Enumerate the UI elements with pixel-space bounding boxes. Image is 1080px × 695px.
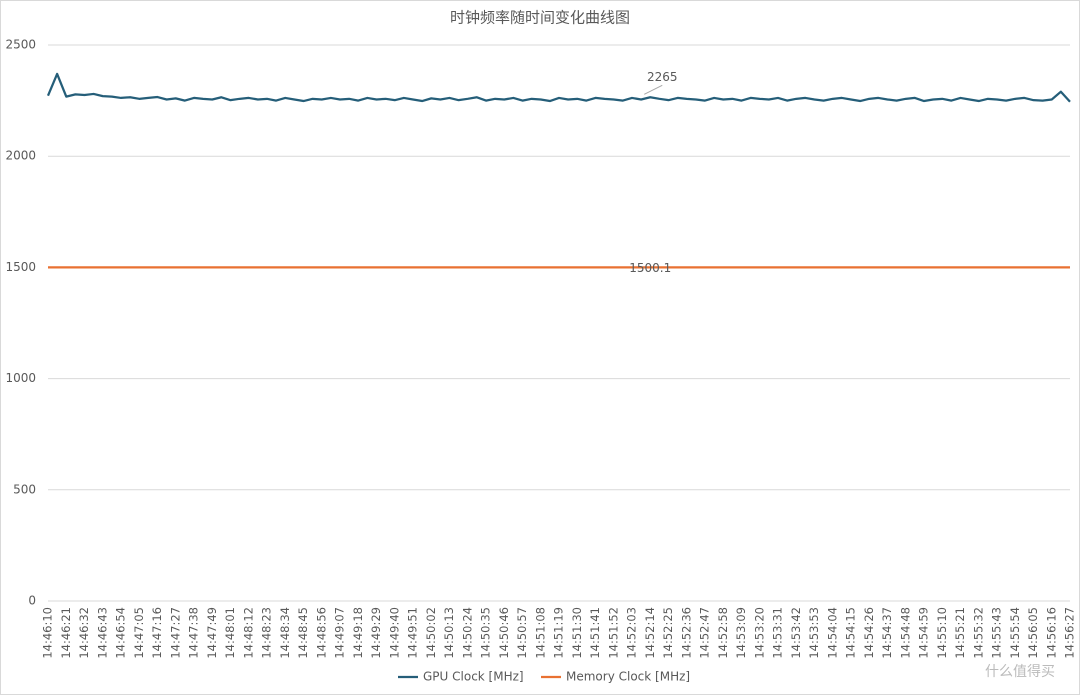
x-tick-label: 14:55:10	[935, 607, 949, 659]
x-tick-label: 14:48:01	[223, 607, 237, 659]
x-tick-label: 14:56:27	[1063, 607, 1077, 659]
data-label: 1500.1	[629, 261, 671, 275]
y-tick-label: 500	[13, 482, 36, 496]
x-tick-label: 14:54:04	[825, 607, 839, 659]
x-tick-label: 14:48:12	[241, 607, 255, 659]
x-tick-label: 14:54:26	[862, 607, 876, 659]
x-tick-label: 14:53:31	[771, 607, 785, 659]
label-leader	[644, 84, 663, 95]
x-tick-label: 14:53:20	[752, 607, 766, 659]
legend-label: Memory Clock [MHz]	[566, 670, 690, 684]
x-tick-label: 14:52:36	[679, 607, 693, 659]
x-tick-label: 14:48:56	[314, 607, 328, 659]
x-tick-label: 14:47:27	[168, 607, 182, 659]
x-tick-label: 14:47:49	[205, 607, 219, 659]
x-tick-label: 14:50:24	[460, 607, 474, 659]
x-tick-label: 14:46:21	[59, 607, 73, 659]
x-tick-label: 14:54:15	[844, 607, 858, 659]
x-tick-label: 14:46:43	[95, 607, 109, 659]
chart-title: 时钟频率随时间变化曲线图	[450, 9, 630, 27]
x-tick-label: 14:51:08	[533, 607, 547, 659]
x-tick-label: 14:55:21	[953, 607, 967, 659]
x-tick-label: 14:53:53	[807, 607, 821, 659]
series-line	[46, 72, 1071, 103]
x-tick-label: 14:46:10	[41, 607, 55, 659]
x-tick-label: 14:50:46	[497, 607, 511, 659]
legend-label: GPU Clock [MHz]	[423, 670, 524, 684]
x-tick-label: 14:56:16	[1044, 607, 1058, 659]
watermark: 什么值得买	[985, 663, 1055, 680]
x-tick-label: 14:47:38	[187, 607, 201, 659]
x-tick-label: 14:55:43	[990, 607, 1004, 659]
x-tick-label: 14:56:05	[1026, 607, 1040, 659]
x-tick-label: 14:48:23	[260, 607, 274, 659]
x-tick-label: 14:49:18	[351, 607, 365, 659]
x-tick-label: 14:49:51	[406, 607, 420, 659]
x-tick-label: 14:55:32	[971, 607, 985, 659]
y-tick-label: 1000	[5, 371, 36, 385]
x-tick-label: 14:52:58	[716, 607, 730, 659]
x-tick-label: 14:51:52	[606, 607, 620, 659]
y-tick-label: 0	[28, 594, 36, 608]
x-tick-label: 14:51:30	[570, 607, 584, 659]
x-tick-label: 14:48:45	[296, 607, 310, 659]
x-tick-label: 14:49:07	[333, 607, 347, 659]
x-tick-label: 14:50:13	[442, 607, 456, 659]
x-tick-label: 14:49:40	[387, 607, 401, 659]
x-tick-label: 14:48:34	[278, 607, 292, 659]
x-tick-label: 14:55:54	[1008, 607, 1022, 659]
x-tick-label: 14:51:41	[588, 607, 602, 659]
x-tick-label: 14:52:25	[661, 607, 675, 659]
x-tick-label: 14:53:09	[734, 607, 748, 659]
x-tick-label: 14:46:32	[77, 607, 91, 659]
x-tick-label: 14:50:02	[424, 607, 438, 659]
x-tick-label: 14:47:16	[150, 607, 164, 659]
y-tick-label: 2500	[5, 38, 36, 52]
x-tick-label: 14:49:29	[369, 607, 383, 659]
y-tick-label: 2000	[5, 149, 36, 163]
x-tick-label: 14:52:03	[625, 607, 639, 659]
x-tick-label: 14:47:05	[132, 607, 146, 659]
x-tick-label: 14:50:57	[515, 607, 529, 659]
x-tick-label: 14:54:59	[917, 607, 931, 659]
y-tick-label: 1500	[5, 260, 36, 274]
x-tick-label: 14:54:48	[898, 607, 912, 659]
data-label: 2265	[647, 70, 678, 84]
x-tick-label: 14:46:54	[114, 607, 128, 659]
x-tick-label: 14:53:42	[789, 607, 803, 659]
x-tick-label: 14:52:14	[643, 607, 657, 659]
x-tick-label: 14:54:37	[880, 607, 894, 659]
x-tick-label: 14:52:47	[698, 607, 712, 659]
x-tick-label: 14:51:19	[552, 607, 566, 659]
x-tick-label: 14:50:35	[479, 607, 493, 659]
